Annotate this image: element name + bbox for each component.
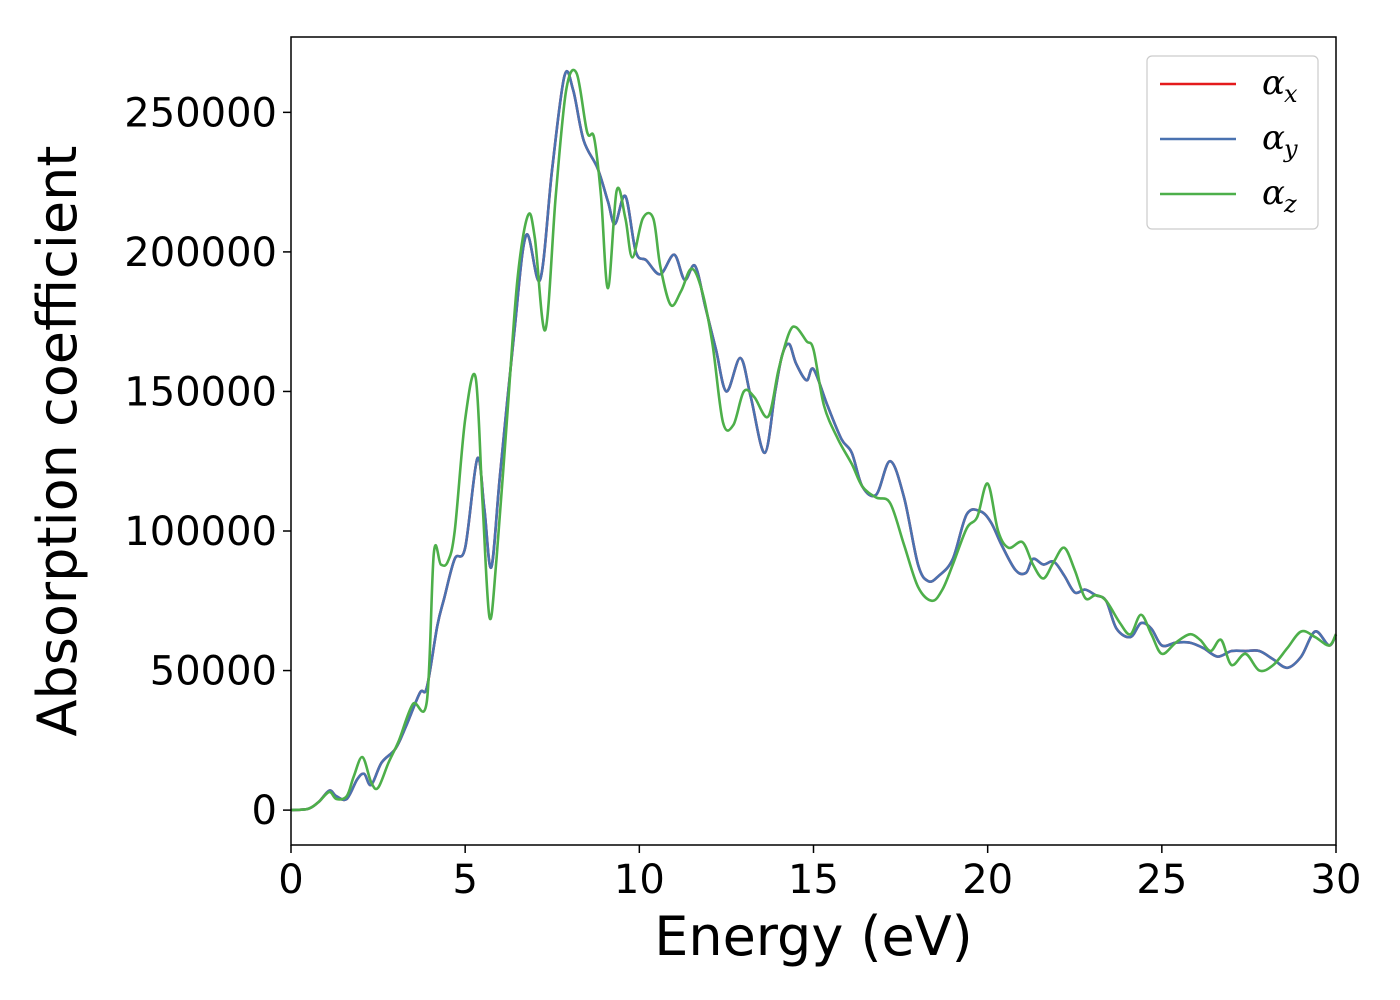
x-tick-label: 15	[788, 857, 839, 903]
legend-box	[1146, 55, 1319, 230]
legend-subscript: x	[1284, 80, 1298, 108]
series-line-alpha-z	[290, 68, 1338, 812]
y-tick-label: 0	[252, 788, 277, 834]
x-tick-label: 10	[614, 857, 665, 903]
y-axis-ticks: 0 50000 100000 150000 200000 250000	[124, 90, 291, 834]
y-tick-label: 200000	[124, 230, 277, 276]
legend-symbol: α	[1262, 173, 1285, 213]
series-layer	[290, 68, 1338, 812]
x-axis-ticks: 0 5 10 15 20 25 30	[278, 845, 1361, 903]
legend-subscript: y	[1283, 135, 1298, 163]
y-tick-label: 50000	[150, 649, 277, 695]
legend-symbol: α	[1262, 118, 1285, 158]
legend: α xα yα z	[1146, 55, 1319, 230]
y-tick-label: 250000	[124, 90, 277, 136]
x-tick-label: 20	[962, 857, 1013, 903]
x-tick-label: 30	[1311, 857, 1362, 903]
x-tick-label: 25	[1136, 857, 1187, 903]
x-tick-label: 5	[452, 857, 477, 903]
y-axis-label: Absorption coefficient	[26, 146, 89, 737]
x-tick-label: 0	[278, 857, 303, 903]
legend-symbol: α	[1262, 63, 1285, 103]
legend-subscript: z	[1283, 190, 1297, 218]
x-axis-label: Energy (eV)	[654, 905, 973, 968]
y-tick-label: 150000	[124, 369, 277, 415]
y-tick-label: 100000	[124, 509, 277, 555]
